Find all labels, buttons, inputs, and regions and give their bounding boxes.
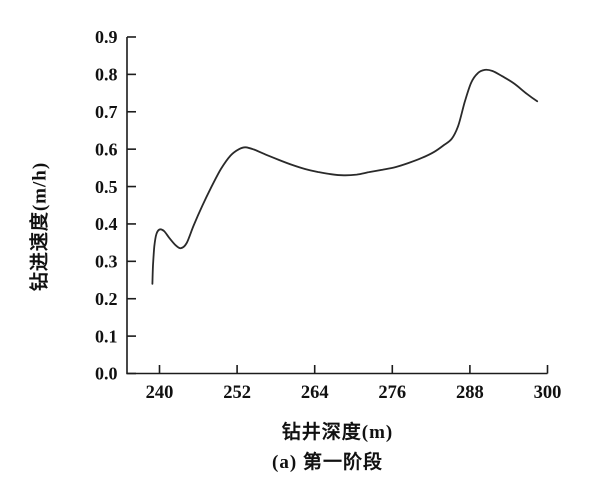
y-tick-label: 0.0 [95, 364, 118, 384]
figure-caption: (a) 第一阶段 [272, 452, 383, 473]
y-tick-label: 0.7 [95, 102, 118, 122]
y-tick-label: 0.8 [95, 65, 118, 85]
y-axis-title: 钻进速度(m/h) [29, 161, 51, 292]
y-tick-label: 0.4 [95, 214, 118, 234]
y-tick-label: 0.6 [95, 139, 118, 159]
x-tick-label: 276 [378, 383, 406, 403]
x-axis-title: 钻井深度(m) [281, 422, 394, 443]
y-tick-label: 0.1 [95, 326, 118, 346]
x-tick-label: 252 [223, 383, 251, 403]
x-tick-label: 300 [534, 383, 562, 403]
y-tick-label: 0.3 [95, 252, 118, 272]
axis-spine [126, 37, 548, 375]
x-tick-label: 264 [301, 383, 329, 403]
y-tick-label: 0.9 [95, 27, 118, 47]
data-series-line [151, 68, 539, 285]
x-tick-label: 240 [146, 383, 174, 403]
y-tick-label: 0.2 [95, 289, 118, 309]
y-tick-label: 0.5 [95, 177, 118, 197]
x-tick-label: 288 [456, 383, 484, 403]
